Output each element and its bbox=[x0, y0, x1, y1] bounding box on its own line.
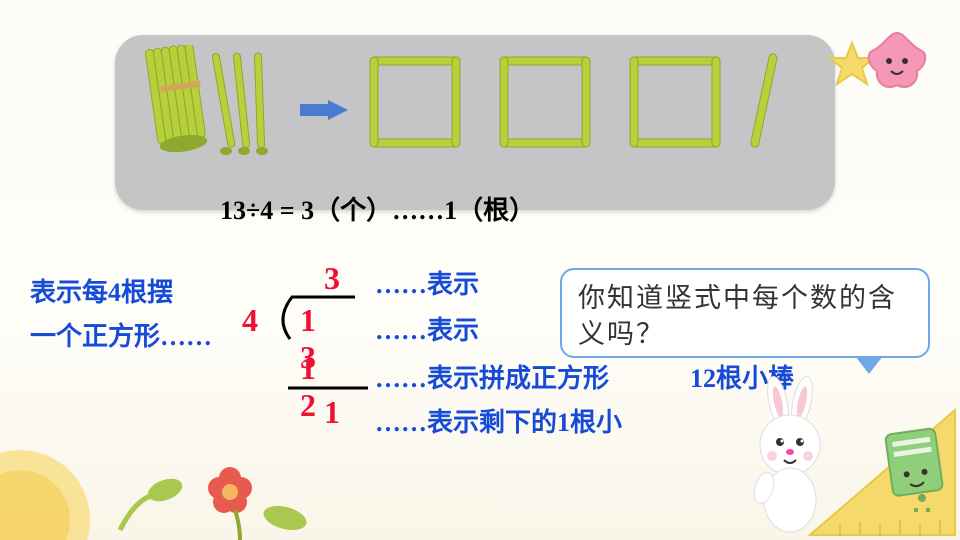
explain-quotient: ……表示 bbox=[375, 264, 479, 301]
characters-decoration bbox=[700, 340, 960, 540]
division-equation: 13÷4 = 3（个）……1（根） bbox=[220, 190, 535, 227]
quotient: 3 bbox=[324, 260, 340, 297]
explain-product-a: ……表示拼成正方形 bbox=[375, 358, 609, 395]
label-divisor-line2: 一个正方形…… bbox=[30, 316, 212, 353]
explain-remainder: ……表示剩下的1根小 bbox=[375, 402, 622, 439]
flowers-decoration bbox=[110, 440, 330, 540]
remainder: 1 bbox=[324, 394, 340, 431]
sun-decoration bbox=[0, 420, 120, 540]
sticks-diagram bbox=[130, 45, 850, 175]
divisor: 4 bbox=[242, 302, 258, 339]
stars-decoration bbox=[822, 8, 952, 118]
label-divisor-line1: 表示每4根摆 bbox=[30, 272, 173, 309]
explain-dividend: ……表示 bbox=[375, 310, 479, 347]
